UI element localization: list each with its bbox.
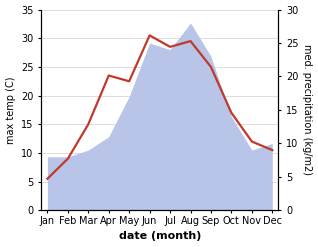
- X-axis label: date (month): date (month): [119, 231, 201, 242]
- Y-axis label: max temp (C): max temp (C): [5, 76, 16, 144]
- Y-axis label: med. precipitation (kg/m2): med. precipitation (kg/m2): [302, 44, 313, 175]
